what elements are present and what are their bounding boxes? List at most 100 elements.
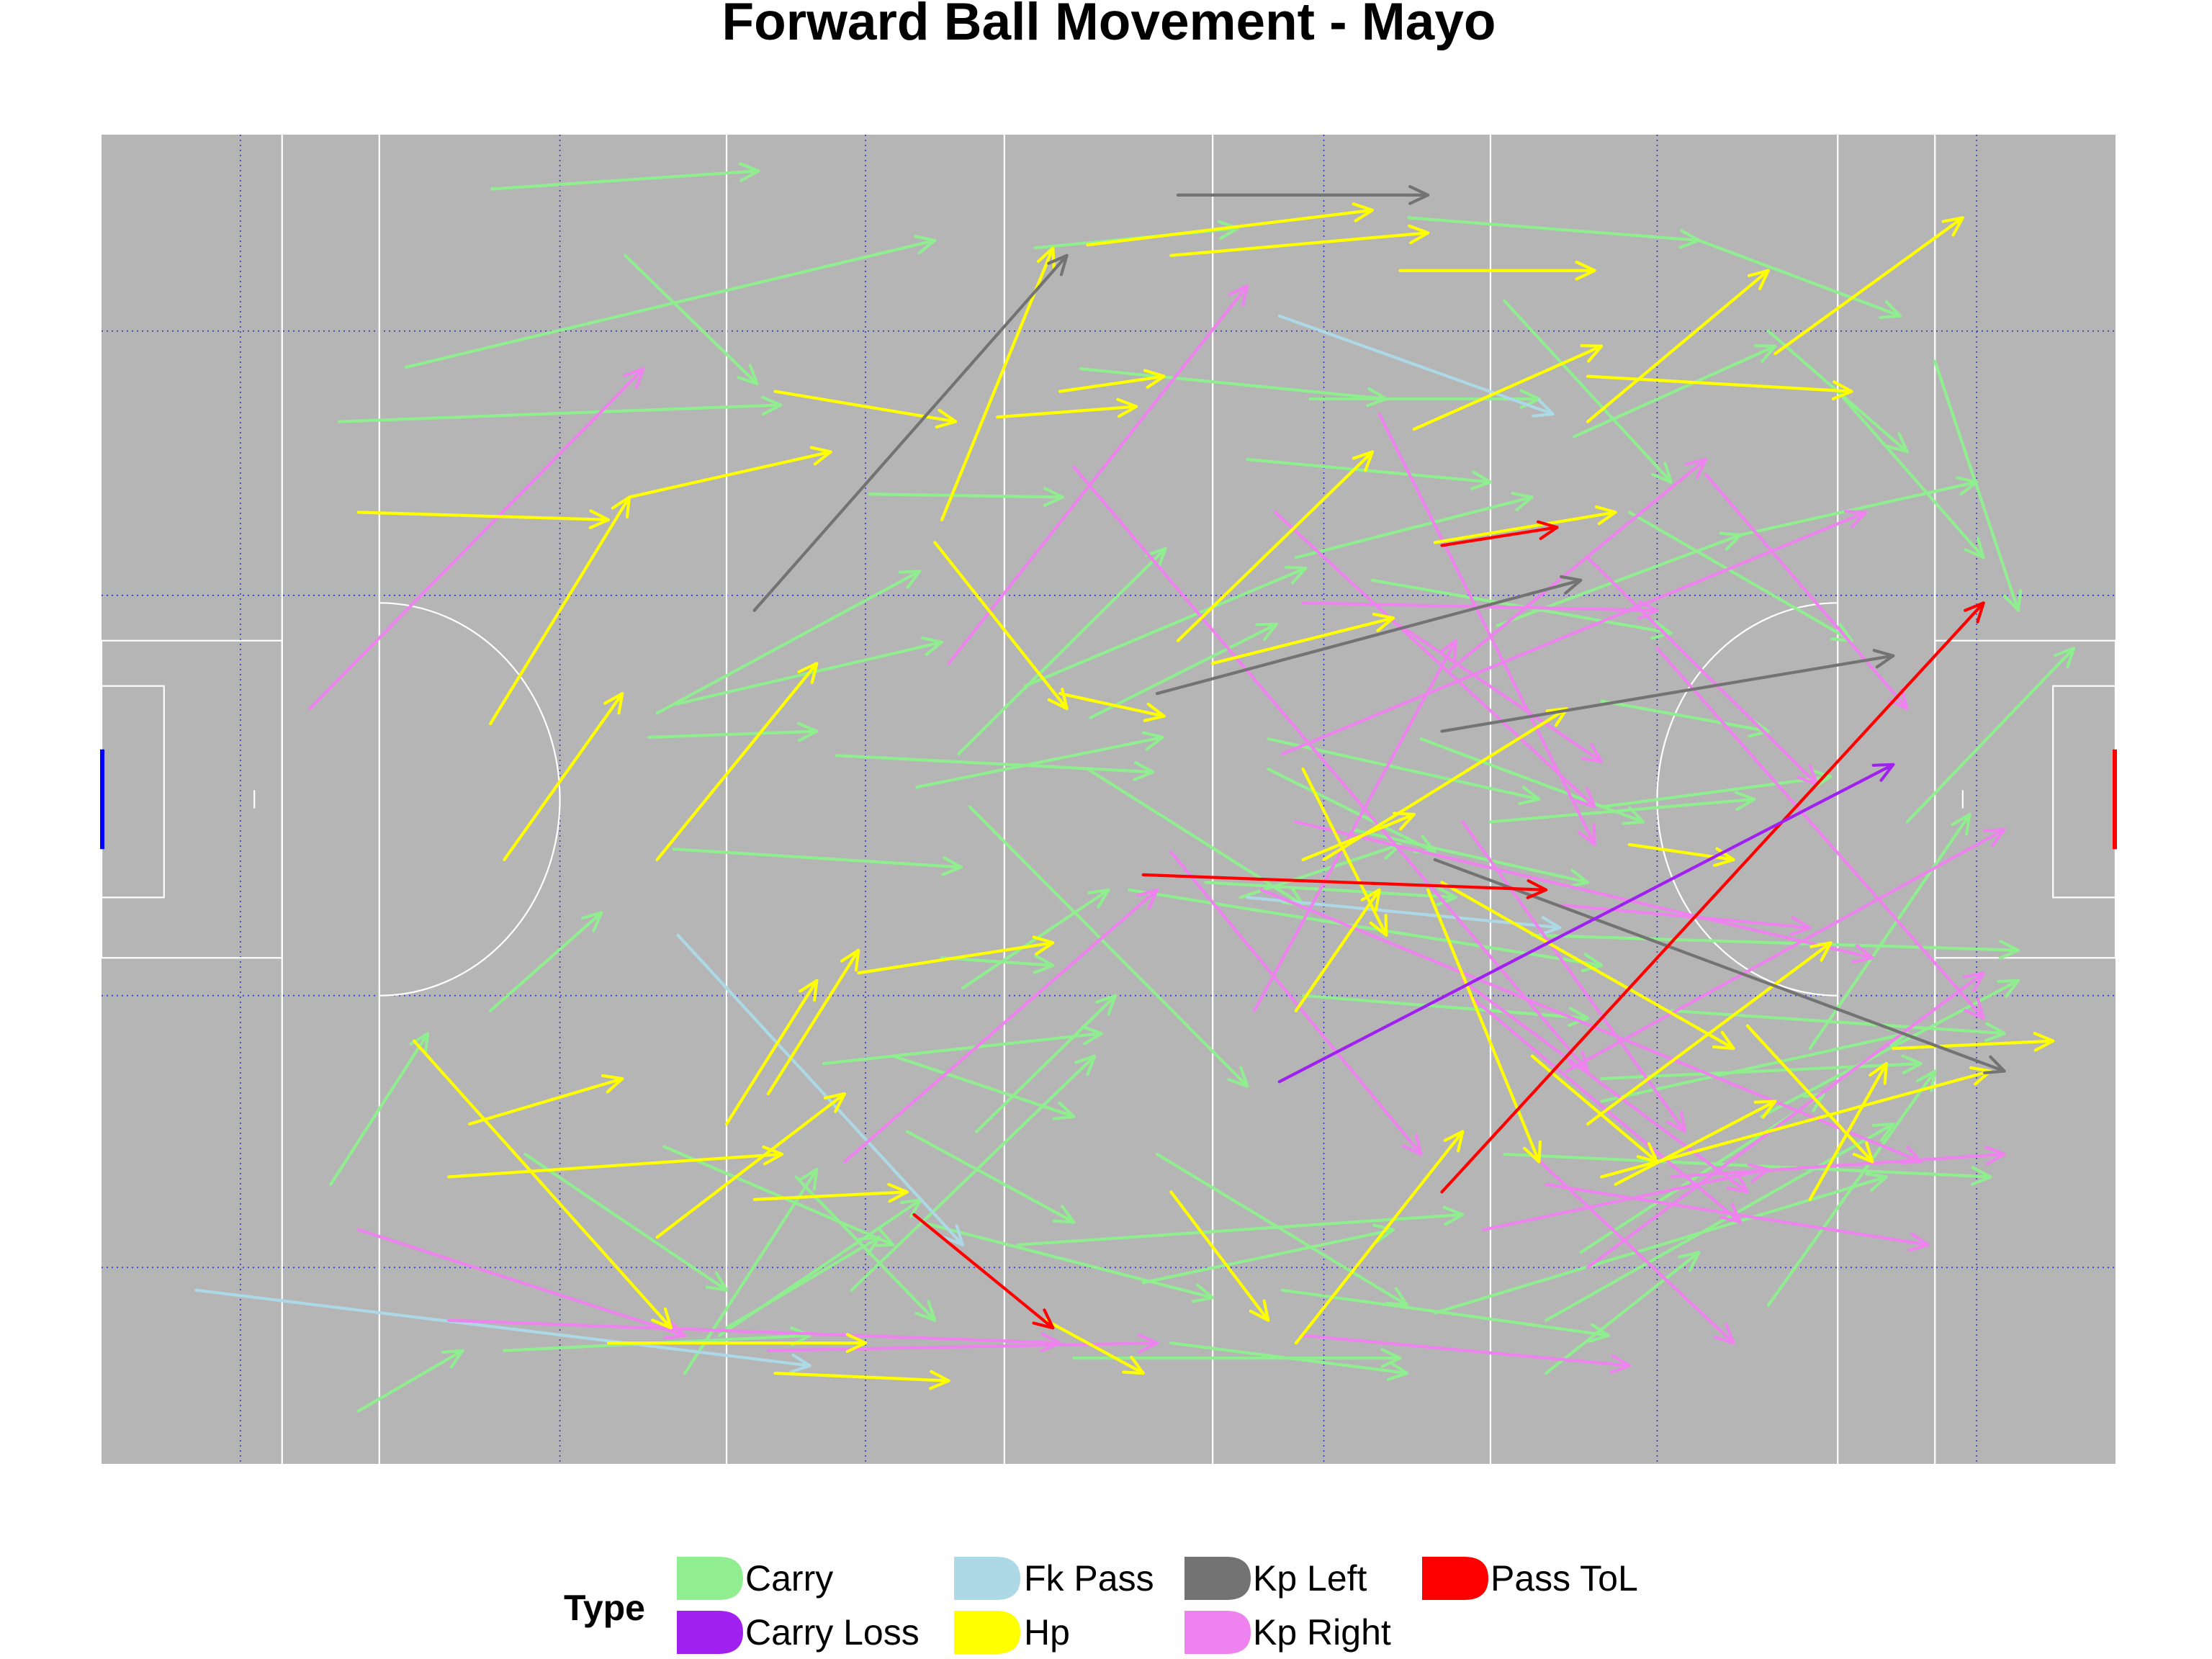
- arrow-carry-24: [1697, 238, 1902, 316]
- arrow-carry-5: [1407, 216, 1701, 240]
- legend-label-carry-loss: Carry Loss: [745, 1612, 920, 1653]
- arrow-kp-right-19: [356, 1228, 687, 1336]
- arrow-carry-65: [1600, 1033, 1909, 1103]
- arrow-fk-pass-3: [1246, 896, 1562, 927]
- arrow-hp-15: [1412, 346, 1604, 431]
- arrow-kp-right-28: [1669, 1154, 2006, 1179]
- legend-label-carry: Carry: [745, 1558, 833, 1599]
- arrow-hp-13: [1058, 692, 1166, 716]
- arrow-hp-3: [996, 407, 1138, 419]
- arrow-carry-44: [1017, 1215, 1465, 1246]
- arrow-carry-15: [1023, 568, 1308, 688]
- arrow-carry-61: [1545, 1251, 1701, 1375]
- arrow-kp-right-22: [1301, 1334, 1631, 1366]
- arrow-carry-74: [940, 958, 1055, 965]
- arrow-hp-23: [1322, 707, 1569, 862]
- arrow-kp-left-3: [1440, 656, 1895, 733]
- arrow-carry-11: [672, 848, 963, 867]
- arrow-kp-right-1: [947, 284, 1249, 665]
- arrow-kp-right-2: [1072, 465, 1590, 1073]
- legend-item-kp-left: Kp Left: [1184, 1557, 1367, 1600]
- arrow-kp-right-26: [1530, 1152, 1735, 1345]
- goal-left: [100, 749, 104, 850]
- legend-item-carry: Carry: [677, 1557, 833, 1600]
- legend: Type Carry Carry Loss Fk Pass Hp Kp Left Kp R…: [564, 1557, 1638, 1654]
- arrow-kp-right-30: [1447, 457, 1708, 673]
- arrow-hp-8: [655, 662, 819, 862]
- arrow-hp-14: [1176, 450, 1375, 642]
- arrow-kp-right-9: [1655, 647, 1985, 1020]
- arrow-kp-right-6: [1398, 624, 1604, 763]
- arrow-pass-tol-3: [1440, 601, 1985, 1194]
- arrow-hp-16: [1586, 269, 1770, 423]
- arrow-hp-17: [1773, 216, 1964, 356]
- arrow-carry-13: [957, 547, 1167, 756]
- arrow-carry-42: [919, 1220, 1215, 1298]
- arrow-carry-29: [1419, 737, 1645, 822]
- arrow-kp-right-8: [1294, 820, 1874, 958]
- arrow-hp-34: [1294, 1130, 1465, 1345]
- legend-key-pass-tol: [1422, 1557, 1488, 1600]
- arrow-hp-1: [1169, 233, 1430, 257]
- arrow-hp-5: [489, 495, 631, 726]
- arrow-carry-34: [968, 805, 1249, 1088]
- arrow-carry-69: [1488, 799, 1756, 824]
- legend-item-fk-pass: Fk Pass: [954, 1557, 1154, 1600]
- arrow-kp-right-10: [1704, 472, 1909, 711]
- legend-item-carry-loss: Carry Loss: [677, 1611, 920, 1654]
- arrow-hp-25: [1440, 881, 1735, 1051]
- arrow-hp-47: [1211, 618, 1395, 665]
- arrow-hp-38: [655, 1092, 847, 1239]
- arrow-hp-4: [356, 512, 611, 519]
- arrow-carry-45: [1155, 1152, 1409, 1307]
- arrow-kp-right-0: [308, 367, 645, 711]
- arrow-carry-39: [822, 1033, 1103, 1066]
- legend-title: Type: [564, 1588, 645, 1628]
- arrow-carry-70: [1600, 777, 1833, 809]
- arrow-carry-0: [490, 171, 760, 191]
- arrow-hp-32: [1600, 1071, 1992, 1179]
- arrow-hp-19: [1433, 512, 1617, 544]
- arrow-hp-12: [933, 541, 1069, 711]
- arrow-hp-46: [857, 943, 1055, 975]
- arrow-carry-30: [1739, 482, 1979, 536]
- arrow-kp-left-1: [752, 253, 1069, 612]
- arrow-carry-12: [915, 737, 1164, 789]
- arrow-hp-37: [447, 1154, 784, 1179]
- arrow-kp-right-27: [1545, 1182, 1930, 1245]
- pitch: [100, 135, 2117, 1464]
- arrow-carry-68: [1766, 1069, 1937, 1307]
- arrow-pass-tol-1: [1141, 873, 1548, 890]
- arrow-carry-73: [1086, 767, 1305, 907]
- movement-arrows: [194, 171, 2076, 1413]
- arrow-hp-36: [752, 1192, 909, 1199]
- arrow-fk-pass-0: [1277, 314, 1555, 414]
- legend-label-fk-pass: Fk Pass: [1024, 1558, 1154, 1599]
- arrow-kp-left-2: [1155, 580, 1583, 696]
- legend-label-pass-tol: Pass ToL: [1491, 1558, 1638, 1599]
- arrow-hp-45: [766, 948, 860, 1096]
- arrow-hp-27: [1586, 941, 1833, 1126]
- arrow-carry-33: [1204, 881, 1457, 897]
- legend-label-kp-left: Kp Left: [1253, 1558, 1367, 1599]
- arrow-hp-39: [412, 1039, 673, 1330]
- arrow-hp-6: [627, 452, 832, 499]
- arrow-hp-33: [1426, 888, 1539, 1164]
- arrow-kp-right-25: [1482, 1169, 1770, 1231]
- arrow-hp-22: [1294, 888, 1381, 1012]
- arrow-kp-right-18: [842, 888, 1159, 1164]
- arrow-hp-43: [468, 1079, 624, 1126]
- arrow-hp-35: [1169, 1190, 1270, 1322]
- legend-item-hp: Hp: [954, 1611, 1070, 1654]
- arrow-carry-47: [523, 1152, 729, 1292]
- arrow-carry-23: [1503, 299, 1673, 484]
- arrow-carry-9: [647, 732, 819, 737]
- legend-item-pass-tol: Pass ToL: [1422, 1557, 1638, 1600]
- arrow-kp-right-16: [1565, 827, 2006, 1073]
- legend-key-fk-pass: [954, 1557, 1020, 1600]
- arrow-kp-right-12: [1558, 903, 1812, 927]
- arrow-carry-2: [624, 253, 759, 386]
- arrow-carry-3: [337, 405, 783, 423]
- arrow-hp-31: [1892, 1041, 2055, 1048]
